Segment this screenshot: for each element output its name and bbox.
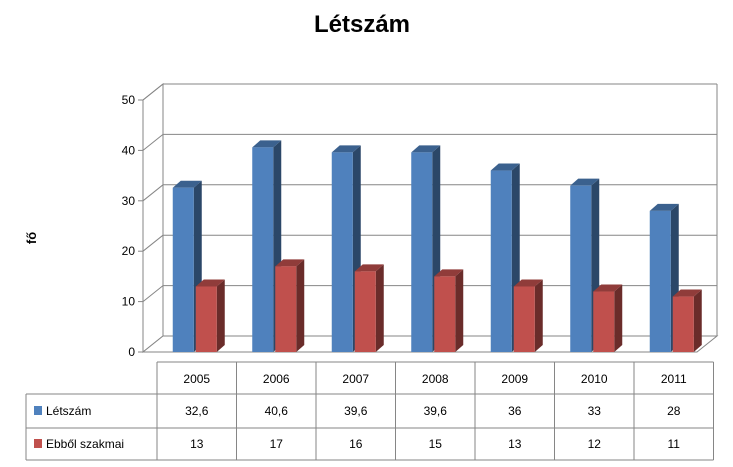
bar-top	[490, 163, 520, 171]
bar-side	[455, 269, 464, 352]
bar-front	[649, 210, 671, 352]
legend-label: Ebből szakmai	[46, 437, 124, 451]
data-label: 33	[588, 404, 602, 418]
bar-top	[649, 203, 679, 211]
data-label: 36	[508, 404, 522, 418]
bar-top	[195, 279, 225, 287]
bar-side	[614, 284, 623, 352]
bar-front	[593, 291, 615, 352]
bar-front	[570, 185, 592, 352]
bar-side	[296, 259, 305, 352]
bar-szakmai-2007	[354, 264, 384, 352]
bar-front	[411, 152, 433, 352]
gridline-diagonal	[142, 134, 164, 151]
data-label: 39,6	[344, 404, 368, 418]
bar-front	[172, 187, 194, 352]
bar-front	[331, 152, 353, 352]
y-tick-label: 20	[122, 244, 136, 258]
data-label: 16	[349, 437, 363, 451]
legend-swatch	[34, 439, 42, 448]
bar-top	[354, 264, 384, 272]
y-axis-label: fő	[24, 232, 39, 244]
legend-swatch	[34, 406, 42, 415]
data-label: 28	[667, 404, 681, 418]
category-label: 2008	[422, 372, 449, 386]
category-label: 2010	[581, 372, 608, 386]
gridline-diagonal	[142, 234, 164, 252]
bar-front	[252, 147, 274, 352]
data-label: 13	[190, 437, 204, 451]
category-label: 2009	[501, 372, 528, 386]
bar-top	[593, 284, 623, 292]
y-tick-label: 30	[122, 194, 136, 208]
y-tick-label: 10	[122, 295, 136, 309]
category-label: 2005	[183, 372, 210, 386]
chart-title: Létszám	[314, 11, 410, 38]
left-wall	[142, 82, 164, 354]
data-label: 11	[668, 437, 681, 451]
bar-front	[354, 271, 376, 352]
legend-label: Létszám	[46, 404, 91, 418]
bar-front	[513, 286, 535, 352]
bar-front	[490, 170, 512, 352]
gridline-diagonal	[142, 285, 164, 302]
bar-szakmai-2008	[434, 269, 464, 352]
data-label: 17	[270, 437, 284, 451]
bar-szakmai-2009	[513, 279, 543, 352]
data-label: 15	[429, 437, 443, 451]
bar-top	[172, 180, 202, 188]
bar-top	[672, 289, 702, 297]
y-tick-label: 0	[128, 345, 135, 359]
gridline-diagonal	[142, 184, 164, 202]
bar-szakmai-2010	[593, 284, 623, 352]
data-label: 40,6	[265, 404, 289, 418]
bar-front	[672, 296, 694, 352]
bar-side	[534, 279, 543, 352]
gridline-diagonal	[142, 83, 164, 101]
data-label: 13	[508, 437, 522, 451]
bar-szakmai-2011	[672, 289, 702, 352]
bar-top	[331, 145, 361, 153]
data-label: 39,6	[424, 404, 448, 418]
category-label: 2011	[661, 372, 687, 386]
bar-front	[195, 286, 217, 352]
bar-top	[513, 279, 543, 287]
y-tick-label: 40	[122, 143, 136, 157]
bar-side	[375, 264, 384, 352]
bar-szakmai-2006	[275, 259, 305, 352]
bar-side	[693, 289, 702, 352]
category-label: 2007	[342, 372, 369, 386]
data-label: 12	[588, 437, 602, 451]
bar-top	[411, 145, 441, 153]
bar-top	[570, 178, 600, 186]
bar-top	[434, 269, 464, 277]
category-label: 2006	[263, 372, 290, 386]
bar-side	[216, 279, 225, 352]
bar-letszam-2006	[252, 140, 282, 352]
bar-szakmai-2005	[195, 279, 225, 352]
y-tick-label: 50	[122, 93, 136, 107]
bar-top	[275, 259, 305, 267]
bar-front	[275, 266, 297, 352]
bar-top	[252, 140, 282, 148]
data-label: 32,6	[185, 404, 209, 418]
bar-front	[434, 276, 456, 352]
